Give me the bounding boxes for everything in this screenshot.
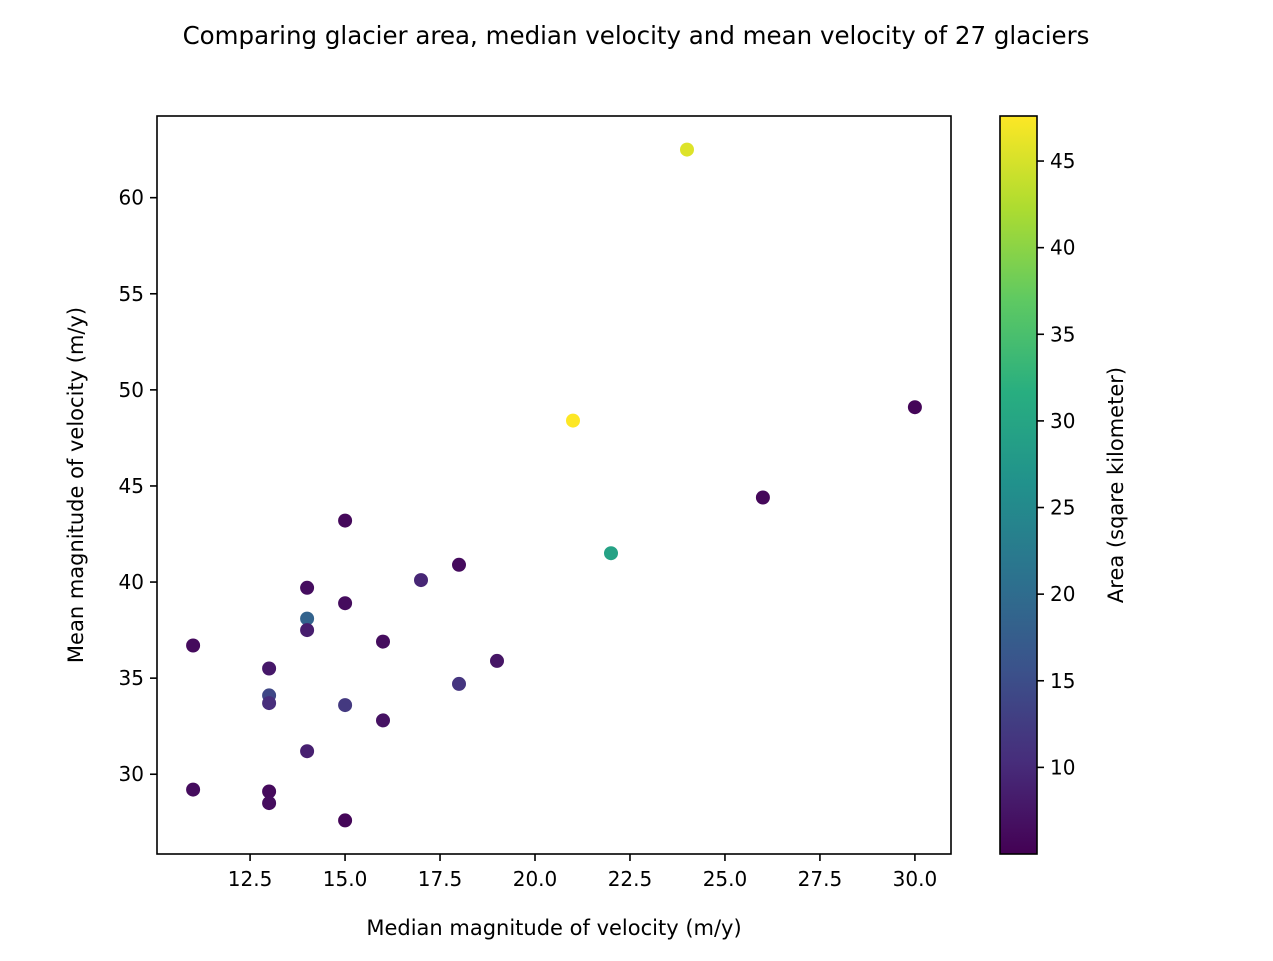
- scatter-point: [300, 611, 315, 626]
- colorbar-tick-label: 30: [1050, 409, 1075, 433]
- y-tick-label: 45: [119, 474, 144, 498]
- scatter-point: [338, 596, 353, 611]
- colorbar: [999, 115, 1038, 855]
- scatter-point: [490, 653, 504, 668]
- x-axis-label: Median magnitude of velocity (m/y): [366, 916, 741, 940]
- x-tick-label: 27.5: [798, 867, 843, 891]
- x-tick-label: 15.0: [323, 867, 368, 891]
- y-axis-ticks: 30 35 40 45 50 55 60: [119, 186, 157, 786]
- scatter-point: [338, 813, 353, 828]
- colorbar-tick-label: 35: [1050, 322, 1075, 346]
- y-tick-label: 50: [119, 378, 144, 402]
- scatter-point: [300, 623, 315, 638]
- x-axis-ticks: 12.5 15.0 17.5 20.0 22.5 25.0 27.5 30.0: [228, 854, 937, 891]
- colorbar-tick-label: 40: [1050, 236, 1075, 260]
- y-tick-label: 60: [119, 186, 144, 210]
- scatter-point: [338, 698, 353, 713]
- x-tick-label: 30.0: [893, 867, 938, 891]
- colorbar-tick-label: 45: [1050, 149, 1075, 173]
- scatter-point: [376, 713, 390, 728]
- scatter-point: [414, 573, 428, 588]
- scatter-point: [262, 796, 277, 811]
- plot-area-frame: [156, 115, 952, 855]
- scatter-point: [186, 638, 201, 653]
- scatter-point: [604, 546, 618, 561]
- scatter-point: [452, 557, 466, 572]
- y-tick-label: 35: [119, 666, 144, 690]
- y-tick-label: 55: [119, 282, 144, 306]
- scatter-point: [262, 696, 277, 711]
- colorbar-tick-label: 25: [1050, 496, 1075, 520]
- scatter-point: [755, 490, 770, 505]
- x-tick-label: 25.0: [703, 867, 748, 891]
- scatter-point: [376, 634, 390, 649]
- colorbar-tick-label: 10: [1050, 755, 1075, 779]
- scatter-point: [338, 513, 353, 528]
- scatter-point: [262, 784, 277, 799]
- colorbar-ticks: 10 15 20 25 30 35 40 45: [1037, 149, 1075, 779]
- scatter-point: [300, 744, 315, 759]
- y-axis-label: Mean magnitude of velocity (m/y): [64, 307, 88, 663]
- scatter-point: [566, 413, 580, 428]
- scatter-point: [300, 580, 315, 595]
- scatter-point: [680, 142, 694, 157]
- scatter-point: [186, 782, 201, 797]
- colorbar-tick-label: 20: [1050, 582, 1075, 606]
- scatter-point: [262, 661, 277, 676]
- colorbar-label: Area (sqare kilometer): [1104, 367, 1128, 603]
- x-tick-label: 17.5: [418, 867, 463, 891]
- y-tick-label: 40: [119, 570, 144, 594]
- colorbar-tick-label: 15: [1050, 669, 1075, 693]
- scatter-point: [907, 400, 922, 415]
- y-tick-label: 30: [119, 762, 144, 786]
- x-tick-label: 20.0: [513, 867, 558, 891]
- chart-title: Comparing glacier area, median velocity …: [183, 21, 1090, 50]
- x-tick-label: 22.5: [608, 867, 653, 891]
- scatter-points: [186, 142, 922, 828]
- scatter-point: [452, 676, 466, 691]
- x-tick-label: 12.5: [228, 867, 273, 891]
